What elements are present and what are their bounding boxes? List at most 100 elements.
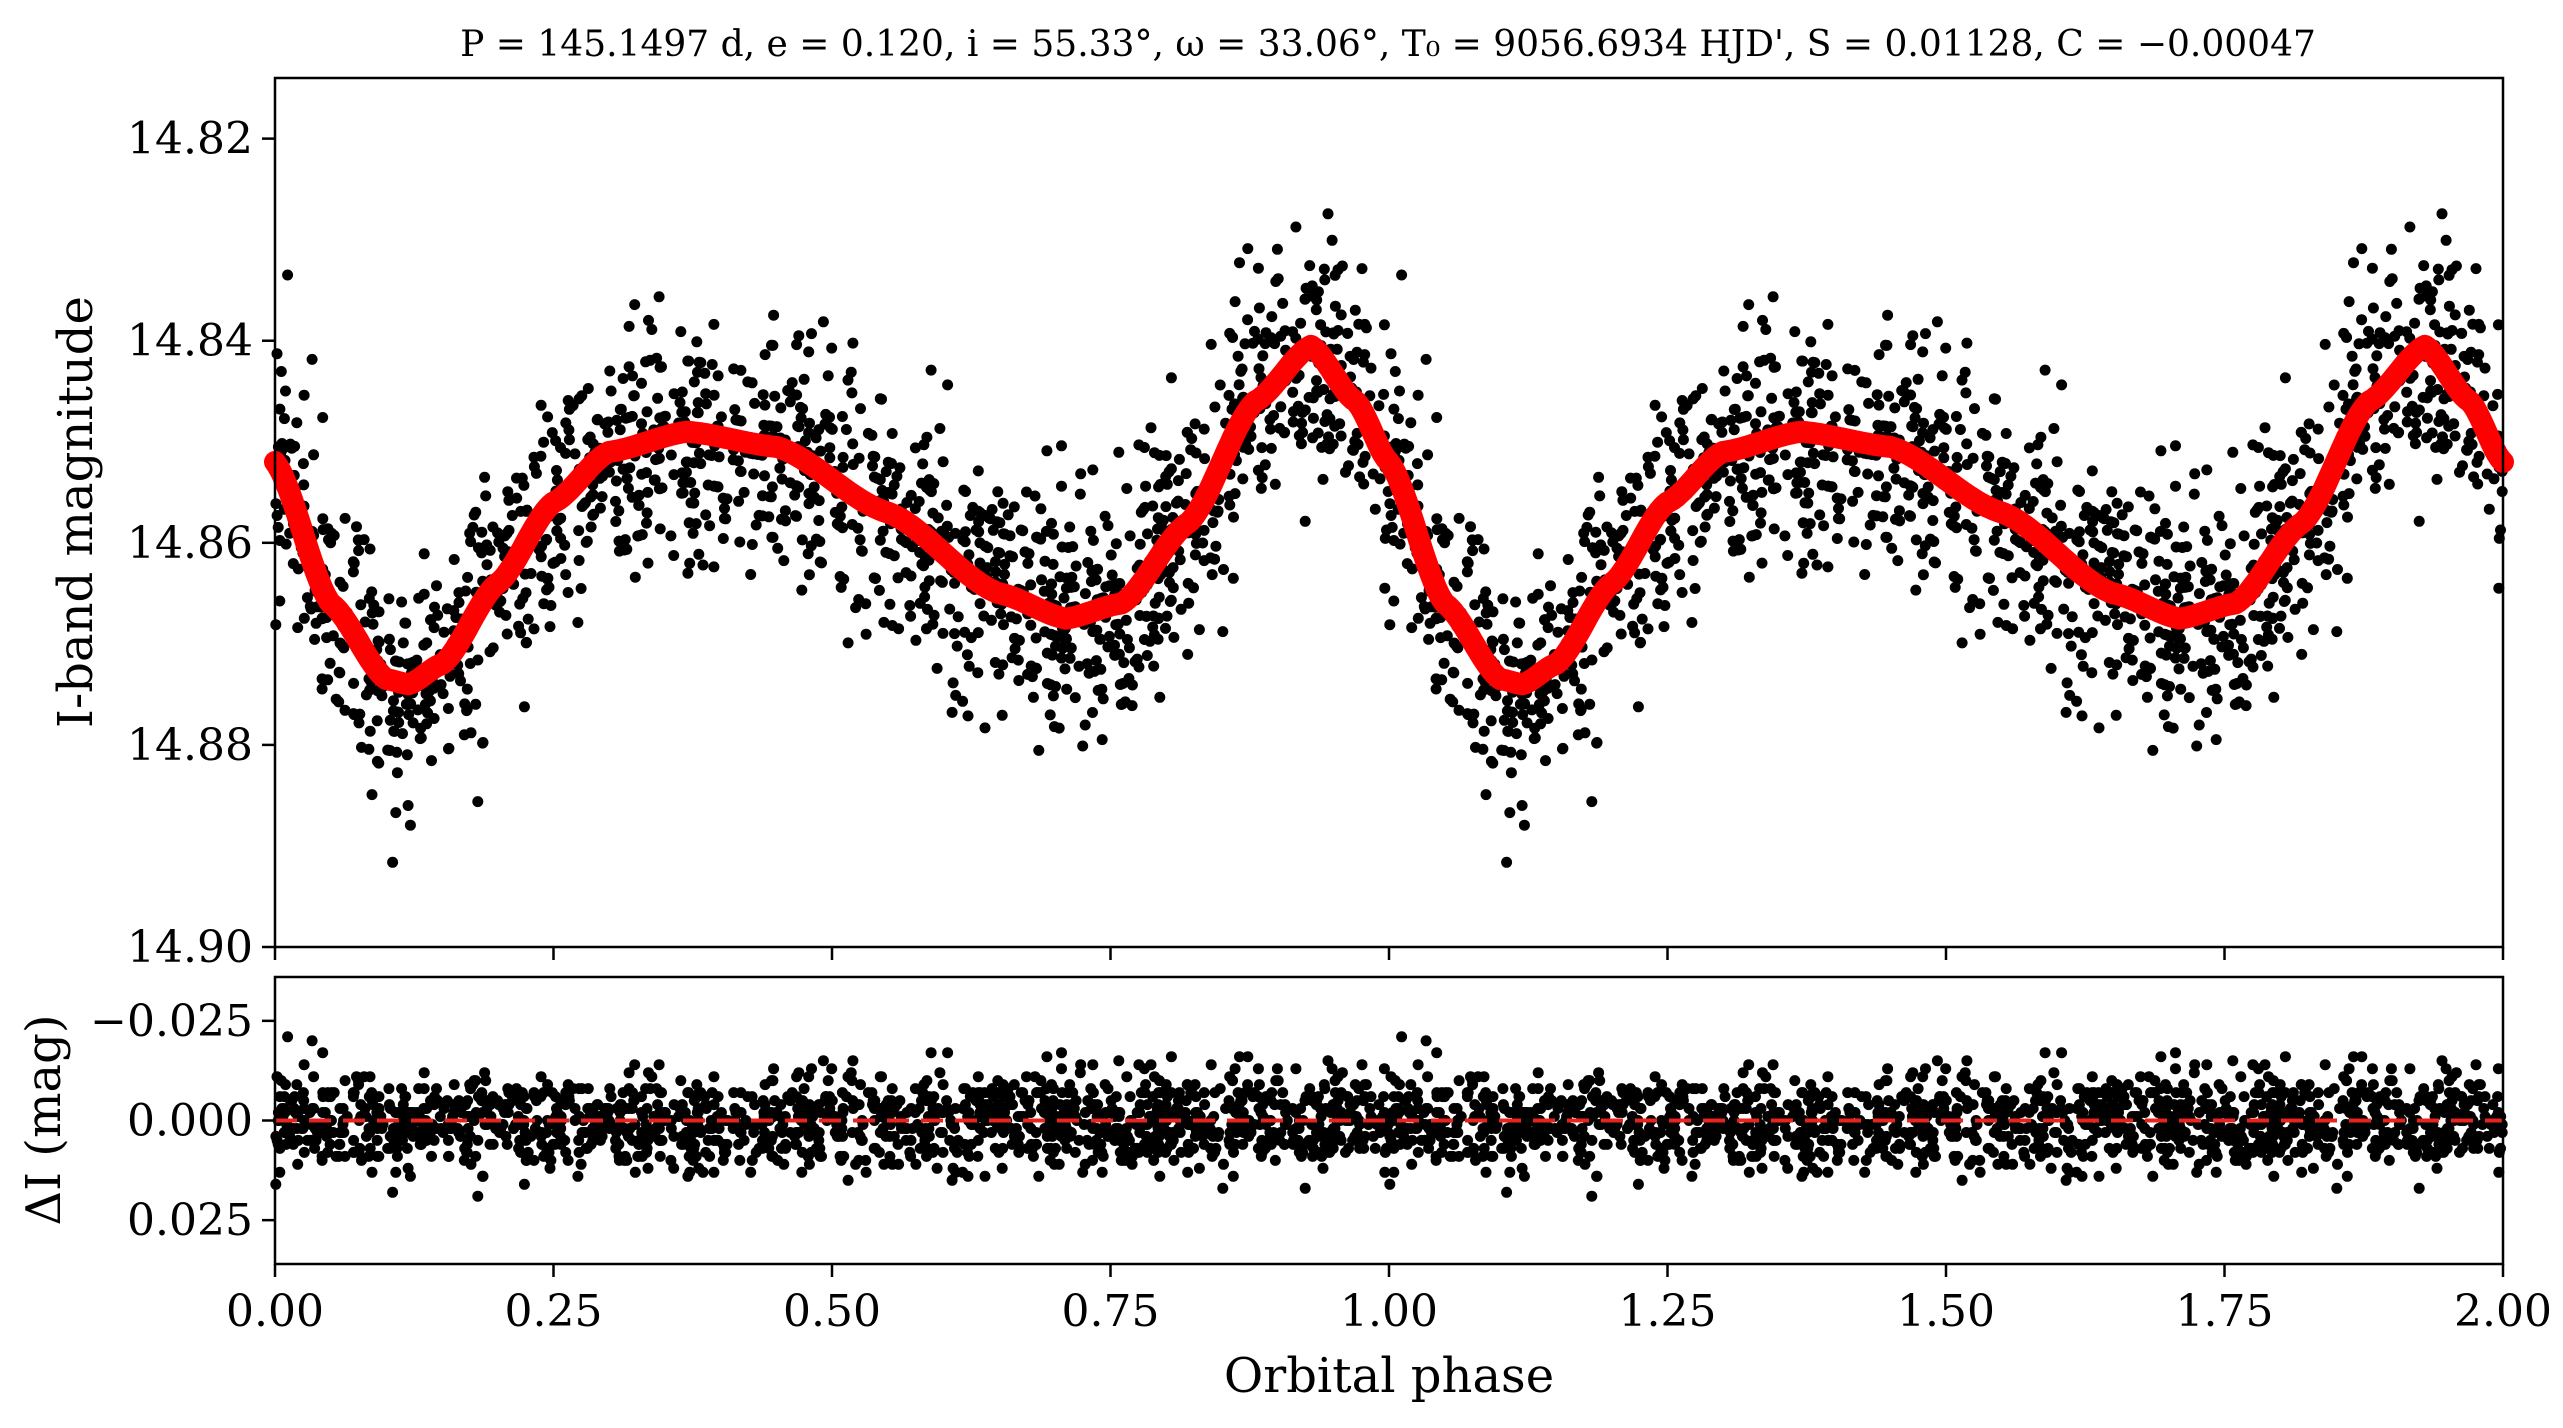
observation-point	[1412, 479, 1424, 491]
residual-point	[921, 1075, 933, 1087]
observation-point	[2366, 333, 2378, 345]
residual-point	[1134, 1107, 1146, 1118]
observation-point	[2187, 660, 2199, 672]
observation-point	[1292, 400, 1304, 412]
observation-point	[2035, 623, 2046, 635]
residual-point	[796, 1146, 808, 1158]
observation-point	[636, 377, 647, 389]
observation-point	[822, 370, 834, 382]
residual-point	[791, 1138, 802, 1150]
observation-point	[2137, 548, 2149, 560]
observation-point	[2144, 632, 2156, 644]
observation-point	[1952, 573, 1964, 585]
observation-point	[1927, 495, 1939, 507]
observation-point	[2261, 621, 2273, 633]
residual-point	[1348, 1099, 1360, 1111]
observation-point	[330, 693, 342, 705]
observation-point	[946, 706, 958, 718]
residual-point	[298, 1095, 310, 1107]
residual-point	[282, 1031, 294, 1043]
residual-point	[1518, 1170, 1530, 1182]
observation-point	[1233, 379, 1245, 391]
observation-point	[1099, 510, 1111, 522]
residual-point	[1236, 1095, 1248, 1107]
residual-point	[673, 1111, 685, 1122]
observation-point	[2474, 322, 2486, 334]
residual-point	[338, 1127, 350, 1138]
observation-point	[2289, 603, 2301, 615]
observation-point	[1448, 576, 1460, 588]
observation-point	[1265, 423, 1276, 435]
observation-point	[2391, 297, 2403, 309]
observation-point	[2214, 581, 2226, 593]
residual-point	[348, 1134, 360, 1146]
residual-point	[2018, 1146, 2030, 1158]
observation-point	[2304, 447, 2316, 459]
observation-point	[1576, 571, 1588, 583]
observation-point	[623, 361, 635, 373]
observation-point	[681, 456, 693, 468]
observation-point	[2258, 635, 2270, 647]
observation-point	[1167, 582, 1179, 594]
observation-point	[1513, 617, 1525, 629]
observation-point	[1174, 554, 1186, 566]
observation-point	[1767, 452, 1779, 464]
observation-point	[1153, 591, 1165, 603]
observation-point	[1023, 548, 1035, 560]
residual-point	[1189, 1079, 1201, 1091]
residual-point	[1033, 1170, 1045, 1182]
residual-point	[2383, 1154, 2395, 1166]
observation-point	[610, 475, 622, 487]
observation-point	[1025, 619, 1037, 631]
observation-point	[1424, 617, 1436, 629]
observation-point	[1252, 333, 1264, 345]
observation-point	[383, 633, 395, 645]
observation-point	[876, 393, 887, 405]
observation-point	[555, 512, 567, 524]
observation-point	[1322, 208, 1334, 220]
residual-point	[878, 1158, 890, 1170]
observation-point	[280, 538, 292, 550]
residual-point	[629, 1059, 641, 1071]
residual-point	[2463, 1079, 2475, 1091]
observation-point	[772, 542, 784, 554]
observation-point	[587, 489, 599, 501]
observation-point	[1928, 556, 1940, 568]
observation-point	[502, 486, 514, 498]
observation-point	[1515, 658, 1527, 670]
observation-point	[1082, 557, 1094, 568]
observation-point	[1595, 559, 1607, 571]
observation-point	[1564, 612, 1576, 623]
residual-point	[1480, 1166, 1492, 1178]
residual-point	[813, 1127, 825, 1138]
observation-point	[1005, 611, 1017, 623]
residual-point	[917, 1087, 929, 1099]
observation-point	[1532, 548, 1544, 560]
observation-point	[720, 513, 732, 525]
observation-point	[2328, 379, 2340, 391]
observation-point	[2487, 400, 2499, 412]
residual-point	[1676, 1154, 1688, 1166]
observation-point	[1384, 619, 1396, 631]
observation-point	[2418, 260, 2430, 272]
observation-point	[2036, 603, 2047, 615]
observation-point	[1114, 578, 1126, 589]
observation-point	[880, 466, 892, 478]
residual-point	[925, 1047, 937, 1059]
observation-point	[775, 402, 787, 414]
observation-point	[2338, 499, 2350, 511]
observation-point	[472, 654, 484, 666]
observation-point	[470, 698, 482, 710]
residual-point	[1110, 1091, 1122, 1103]
residual-point	[1182, 1166, 1194, 1178]
observation-point	[2074, 486, 2085, 497]
residual-point	[837, 1107, 849, 1118]
residual-point	[426, 1150, 437, 1162]
observation-point	[1121, 634, 1133, 645]
residual-point	[1175, 1146, 1187, 1158]
observation-point	[1873, 470, 1884, 482]
observation-point	[942, 379, 954, 391]
observation-point	[2313, 453, 2325, 465]
observation-point	[2262, 660, 2274, 672]
residual-point	[528, 1087, 540, 1099]
